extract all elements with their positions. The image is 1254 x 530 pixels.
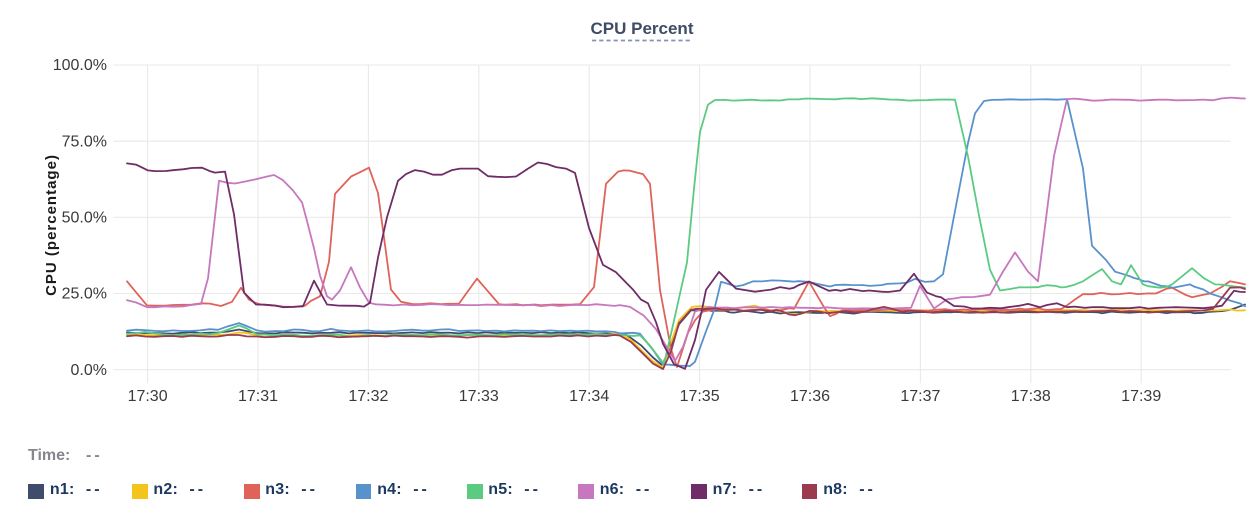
svg-text:17:33: 17:33 <box>459 388 499 405</box>
svg-text:75.0%: 75.0% <box>62 133 107 150</box>
svg-text:100.0%: 100.0% <box>53 57 107 74</box>
svg-text:0.0%: 0.0% <box>71 362 107 379</box>
svg-text:17:36: 17:36 <box>790 388 830 405</box>
svg-text:17:32: 17:32 <box>348 388 388 405</box>
svg-text:17:38: 17:38 <box>1011 388 1051 405</box>
svg-text:17:30: 17:30 <box>128 388 168 405</box>
svg-text:17:37: 17:37 <box>900 388 940 405</box>
svg-text:CPU (percentage): CPU (percentage) <box>43 154 60 296</box>
svg-text:50.0%: 50.0% <box>62 210 107 227</box>
svg-text:17:34: 17:34 <box>569 388 609 405</box>
svg-text:17:35: 17:35 <box>680 388 720 405</box>
svg-text:17:39: 17:39 <box>1121 388 1161 405</box>
svg-text:17:31: 17:31 <box>238 388 278 405</box>
svg-text:25.0%: 25.0% <box>62 286 107 303</box>
